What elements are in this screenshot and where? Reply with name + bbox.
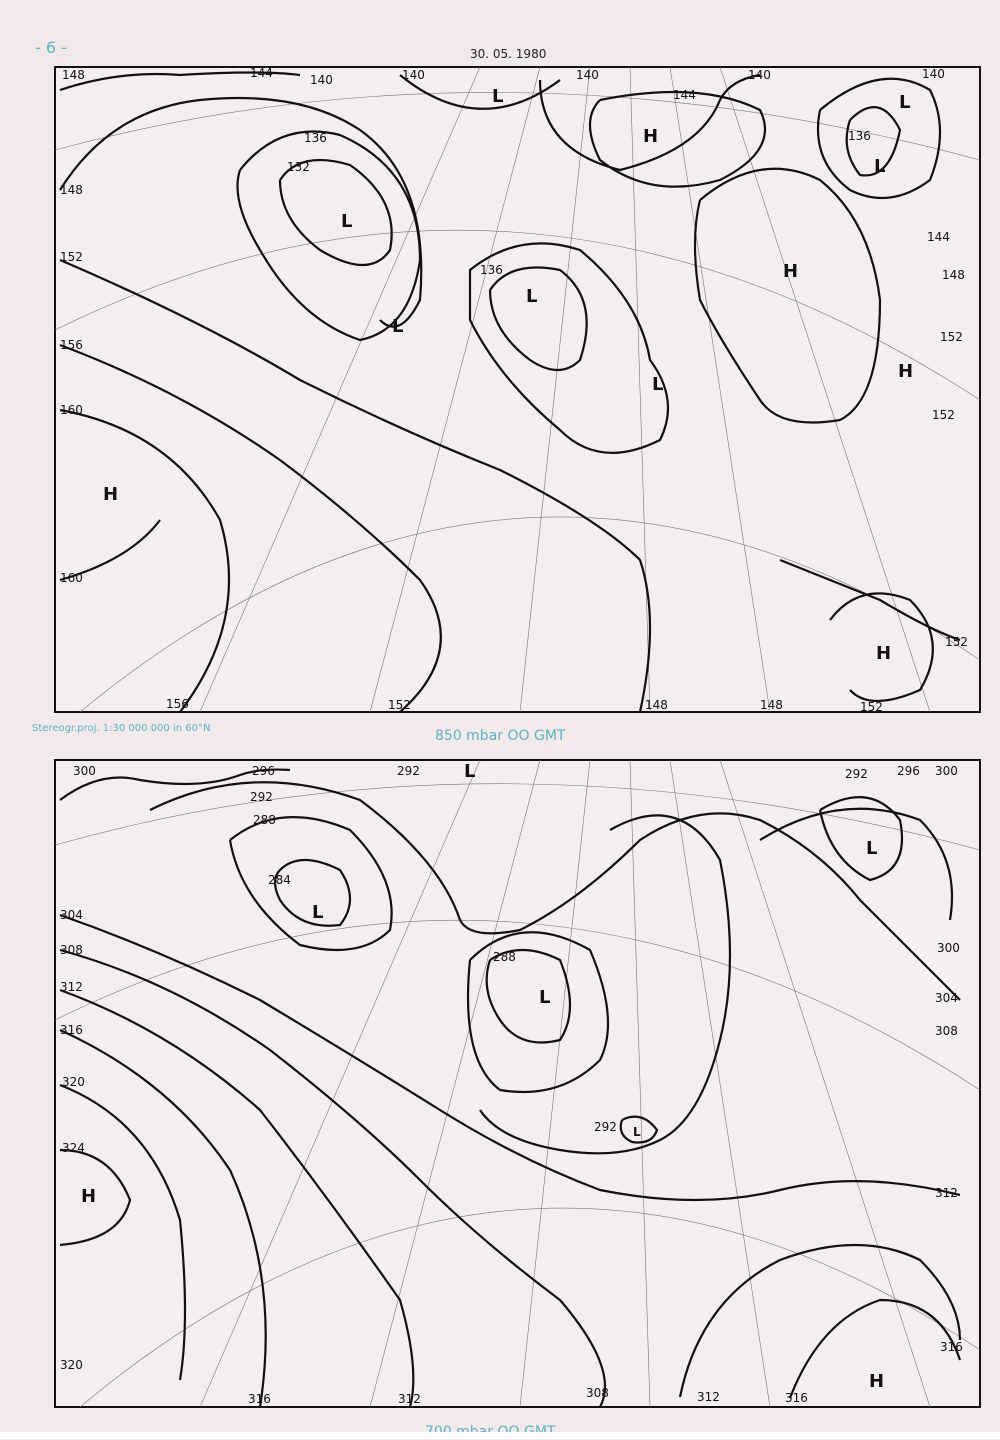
contour-label: 152 <box>860 700 883 714</box>
contour-label: 152 <box>932 408 955 422</box>
page-edge <box>0 1432 1000 1439</box>
contour-label: 148 <box>760 698 783 712</box>
contour-label: 292 <box>250 790 273 804</box>
high-center: H <box>876 643 891 664</box>
level-label-850: 850 mbar OO GMT <box>435 728 566 744</box>
contour-label: 160 <box>60 571 83 585</box>
contour-label: 316 <box>940 1340 963 1354</box>
contour-label: 308 <box>60 943 83 957</box>
contour-labels: 148 144 140 140 140 144 140 140 136 132 … <box>60 66 968 714</box>
low-center: L <box>539 987 550 1008</box>
contour-label: 316 <box>785 1391 808 1405</box>
map-700: 300 296 292 292 296 300 292 288 284 304 … <box>54 759 981 1408</box>
contour-label: 156 <box>166 697 189 711</box>
map-850: 148 144 140 140 140 144 140 140 136 132 … <box>54 66 981 714</box>
contour-label: 324 <box>62 1141 85 1155</box>
contour-label: 152 <box>388 698 411 712</box>
contour-label: 148 <box>645 698 668 712</box>
contour-label: 140 <box>402 68 425 82</box>
map-date: 30. 05. 1980 <box>470 47 547 61</box>
contour-label: 292 <box>594 1120 617 1134</box>
high-center: H <box>103 484 118 505</box>
low-center: L <box>492 86 503 107</box>
contour-label: 300 <box>937 941 960 955</box>
contour-label: 156 <box>60 338 83 352</box>
pressure-centers: L L L L H H L <box>81 761 884 1392</box>
high-center: H <box>783 261 798 282</box>
contour-label: 296 <box>252 764 275 778</box>
contour-label: 308 <box>586 1386 609 1400</box>
contour-label: 140 <box>748 68 771 82</box>
low-center: L <box>866 838 877 859</box>
contour-label: 292 <box>397 764 420 778</box>
low-center: L <box>526 286 537 307</box>
contour-label: 132 <box>287 160 310 174</box>
contour-label: 144 <box>927 230 950 244</box>
contour-label: 320 <box>62 1075 85 1089</box>
low-center: L <box>392 316 403 337</box>
contour-label: 308 <box>935 1024 958 1038</box>
contour-label: 296 <box>897 764 920 778</box>
contour-label: 312 <box>60 980 83 994</box>
high-center: H <box>643 126 658 147</box>
contour-label: 144 <box>250 66 273 80</box>
contour-labels: 300 296 292 292 296 300 292 288 284 304 … <box>60 764 963 1406</box>
projection-note: Stereogr.proj. 1:30 000 000 in 60°N <box>32 723 211 734</box>
contour-label: 304 <box>935 991 958 1005</box>
contour-label: 152 <box>945 635 968 649</box>
low-center: L <box>633 1125 641 1139</box>
contour-label: 284 <box>268 873 291 887</box>
contour-label: 304 <box>60 908 83 922</box>
contour-label: 140 <box>310 73 333 87</box>
contour-label: 300 <box>73 764 96 778</box>
low-center: L <box>464 761 475 782</box>
contour-label: 148 <box>62 68 85 82</box>
contour-label: 140 <box>576 68 599 82</box>
contour-label: 140 <box>922 67 945 81</box>
low-center: L <box>341 211 352 232</box>
page-number: - 6 - <box>35 38 67 57</box>
low-center: L <box>874 156 885 177</box>
contour-label: 136 <box>480 263 503 277</box>
low-center: L <box>312 902 323 923</box>
isohypses <box>59 768 962 1408</box>
isohypses <box>59 71 961 713</box>
high-center: H <box>898 361 913 382</box>
contour-label: 300 <box>935 764 958 778</box>
low-center: L <box>899 92 910 113</box>
high-center: H <box>869 1371 884 1392</box>
map-frame <box>54 759 981 1408</box>
high-center: H <box>81 1186 96 1207</box>
contour-label: 288 <box>493 950 516 964</box>
contour-label: 320 <box>60 1358 83 1372</box>
contour-label: 136 <box>304 131 327 145</box>
low-center: L <box>652 374 663 395</box>
contour-label: 148 <box>942 268 965 282</box>
contour-label: 148 <box>60 183 83 197</box>
pressure-centers: L H L L L L L H H L H H <box>103 86 913 664</box>
contour-label: 316 <box>60 1023 83 1037</box>
contour-label: 312 <box>935 1186 958 1200</box>
contour-label: 312 <box>697 1390 720 1404</box>
contour-label: 312 <box>398 1392 421 1406</box>
contour-label: 316 <box>248 1392 271 1406</box>
graticule <box>54 66 981 713</box>
contour-label: 152 <box>60 250 83 264</box>
contour-label: 152 <box>940 330 963 344</box>
contour-label: 144 <box>673 88 696 102</box>
contour-label: 136 <box>848 129 871 143</box>
contour-label: 288 <box>253 813 276 827</box>
contour-label: 160 <box>60 403 83 417</box>
contour-label: 292 <box>845 767 868 781</box>
